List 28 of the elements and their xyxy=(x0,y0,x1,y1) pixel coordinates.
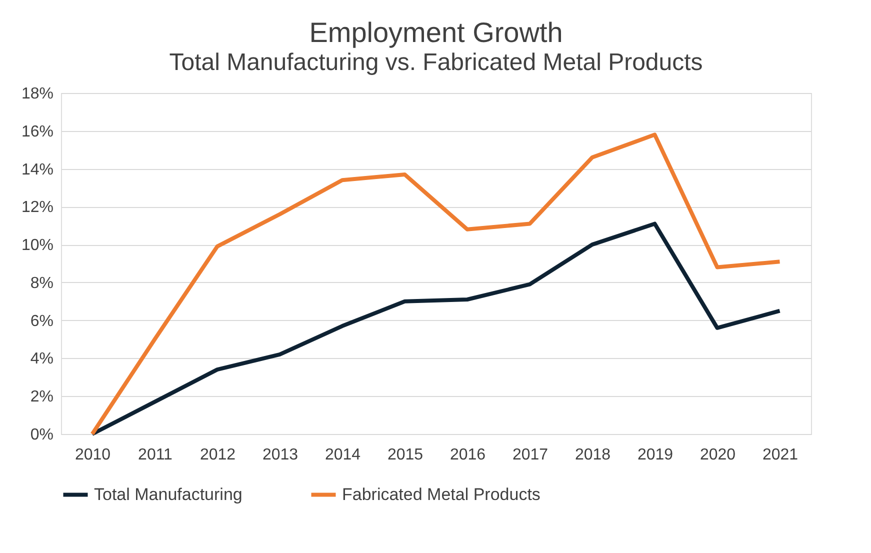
x-tick-label: 2017 xyxy=(512,446,548,464)
x-tick-label: 2014 xyxy=(324,446,361,464)
x-tick-label: 2021 xyxy=(762,446,798,464)
legend-label: Total Manufacturing xyxy=(94,484,242,504)
x-tick-label: 2012 xyxy=(200,446,236,464)
x-tick-label: 2018 xyxy=(574,446,611,464)
y-tick-label: 6% xyxy=(30,312,54,330)
x-tick-label: 2015 xyxy=(387,446,424,464)
line-series xyxy=(90,132,782,436)
y-tick-label: 4% xyxy=(30,350,54,368)
y-tick-label: 10% xyxy=(21,237,54,254)
x-tick-label: 2013 xyxy=(262,446,298,464)
chart-title: Employment Growth xyxy=(309,17,563,48)
y-tick-label: 8% xyxy=(30,274,54,292)
y-tick-label: 0% xyxy=(30,426,54,444)
y-tick-label: 14% xyxy=(21,161,54,178)
chart-subtitle: Total Manufacturing vs. Fabricated Metal Products xyxy=(169,49,703,76)
y-tick-label: 12% xyxy=(21,199,54,216)
x-tick-label: 2019 xyxy=(637,446,674,464)
legend-label: Fabricated Metal Products xyxy=(342,484,540,504)
x-tick-label: 2010 xyxy=(74,446,111,464)
line-series xyxy=(90,222,782,436)
x-tick-label: 2020 xyxy=(700,446,736,464)
y-tick-label: 16% xyxy=(21,123,54,140)
x-tick-label: 2011 xyxy=(138,446,173,464)
y-tick-label: 2% xyxy=(30,388,54,406)
x-tick-label: 2016 xyxy=(450,446,486,464)
y-tick-label: 18% xyxy=(21,86,54,102)
